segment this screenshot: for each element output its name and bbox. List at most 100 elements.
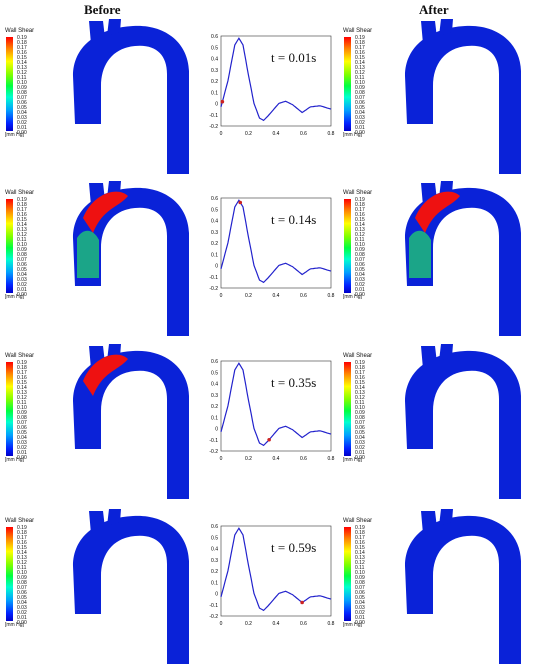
x-tick-label: 0.6 [300,621,307,627]
legend-tick: 0.07 [355,257,365,263]
legend-tick: 0.18 [355,530,365,536]
legend-unit: [mm Hg] [5,294,24,300]
legend-tick: 0.09 [17,410,27,416]
legend-tick: 0.16 [355,375,365,381]
legend-tick: 0.05 [355,430,365,436]
aortic-branches [89,19,121,44]
legend-tick: 0.19 [17,35,27,41]
legend-tick: 0.08 [355,252,365,258]
x-tick-label: 0.8 [328,293,335,299]
legend-tick: 0.11 [17,75,27,81]
x-tick-label: 0.6 [300,456,307,462]
legend-tick: 0.13 [17,227,27,233]
x-tick-label: 0 [220,621,223,627]
legend-title: Wall Shear [5,190,35,196]
legend-tick: 0.18 [17,40,27,46]
y-tick-label: 0.1 [211,580,218,586]
legend-tick: 0.12 [17,560,27,566]
time-marker [300,600,304,605]
legend-tick: 0.12 [17,70,27,76]
legend-tick: 0.04 [17,272,27,278]
legend-unit: [mm Hg] [343,457,362,463]
legend-tick: 0.07 [17,420,27,426]
legend-tick: 0.19 [17,525,27,531]
legend-tick: 0.13 [355,390,365,396]
legend-tick: 0.19 [355,360,365,366]
legend-title: Wall Shear [343,28,373,34]
mid-shear-region [77,230,99,278]
legend-tick: 0.09 [17,85,27,91]
legend-tick: 0.10 [17,242,27,248]
x-tick-label: 0.8 [328,456,335,462]
legend-tick: 0.06 [355,425,365,431]
flow-waveform-curve [220,362,332,447]
y-tick-label: 0.2 [211,79,218,85]
legend-ticks: 0.19 0.18 0.17 0.16 0.15 0.14 0.13 0.12 0.11 0.10… [17,197,41,298]
legend-tick: 0.00 [355,292,365,298]
legend-tick: 0.16 [17,50,27,56]
legend-tick: 0.08 [355,90,365,96]
legend-tick: 0.03 [17,440,27,446]
flow-waveform-plot-3: 0.6 0.5 0.4 0.3 0.2 0.1 0 -0.1 -0.2 0 0.2 0.4 0.6 0.8 [199,520,339,632]
legend-tick: 0.06 [355,262,365,268]
legend-tick: 0.03 [355,440,365,446]
legend-tick: 0.04 [355,435,365,441]
aortic-branches [421,344,453,369]
legend-tick: 0.06 [17,100,27,106]
legend-tick: 0.12 [355,395,365,401]
legend-tick: 0.15 [17,217,27,223]
wall-shear-legend-after-0: Wall Shear 0.19 0.18 0.17 0.16 0.15 0.14 0.13 0.… [343,28,381,138]
aortic-branches [421,509,453,534]
legend-tick: 0.06 [17,262,27,268]
legend-tick: 0.17 [355,45,365,51]
mid-shear-region [409,230,431,278]
high-shear-region [415,191,460,233]
time-marker [267,437,271,442]
x-tick-label: 0.2 [245,456,252,462]
legend-tick: 0.16 [355,212,365,218]
y-tick-label: -0.2 [209,449,218,455]
legend-color-bar [344,362,351,456]
legend-tick: 0.06 [355,590,365,596]
legend-tick: 0.03 [17,115,27,121]
legend-tick: 0.08 [17,90,27,96]
legend-tick: 0.04 [355,110,365,116]
legend-tick: 0.18 [17,202,27,208]
legend-tick: 0.15 [355,217,365,223]
legend-tick: 0.14 [17,222,27,228]
flow-waveform-plot-2: 0.6 0.5 0.4 0.3 0.2 0.1 0 -0.1 -0.2 0 0.2 0.4 0.6 0.8 [199,355,339,467]
legend-tick: 0.17 [17,370,27,376]
legend-tick: 0.16 [355,540,365,546]
aorta-body [405,25,521,175]
legend-tick: 0.19 [17,197,27,203]
y-tick-label: 0.1 [211,252,218,258]
legend-tick: 0.09 [355,575,365,581]
aorta-before-3 [63,506,193,666]
legend-tick: 0.00 [17,292,27,298]
legend-tick: 0.19 [355,197,365,203]
aorta-after-2 [395,341,525,501]
y-tick-label: 0.6 [211,524,218,530]
legend-tick: 0.11 [17,237,27,243]
y-tick-label: 0.6 [211,34,218,40]
y-tick-label: 0.3 [211,393,218,399]
legend-tick: 0.18 [355,202,365,208]
aorta-body [73,515,189,664]
flow-waveform-plot-1: 0.6 0.5 0.4 0.3 0.2 0.1 0 -0.1 -0.2 0 0.2 0.4 0.6 0.8 [199,192,339,304]
legend-tick: 0.01 [355,287,365,293]
legend-tick: 0.02 [355,282,365,288]
legend-tick: 0.05 [17,595,27,601]
header-after: After [419,2,449,17]
x-tick-label: 0.2 [245,293,252,299]
y-tick-label: 0 [215,264,218,270]
y-tick-label: 0.4 [211,382,218,388]
y-tick-label: -0.1 [209,275,218,281]
legend-tick: 0.19 [355,525,365,531]
legend-title: Wall Shear [5,353,35,359]
legend-color-bar [344,199,351,293]
legend-color-bar [6,199,13,293]
legend-tick: 0.08 [355,580,365,586]
y-tick-label: 0.4 [211,547,218,553]
x-tick-label: 0 [220,456,223,462]
flow-waveform-plot-0: 0.6 0.5 0.4 0.3 0.2 0.1 0 -0.1 -0.2 0 0.2 0.4 0.6 0.8 [199,30,339,142]
